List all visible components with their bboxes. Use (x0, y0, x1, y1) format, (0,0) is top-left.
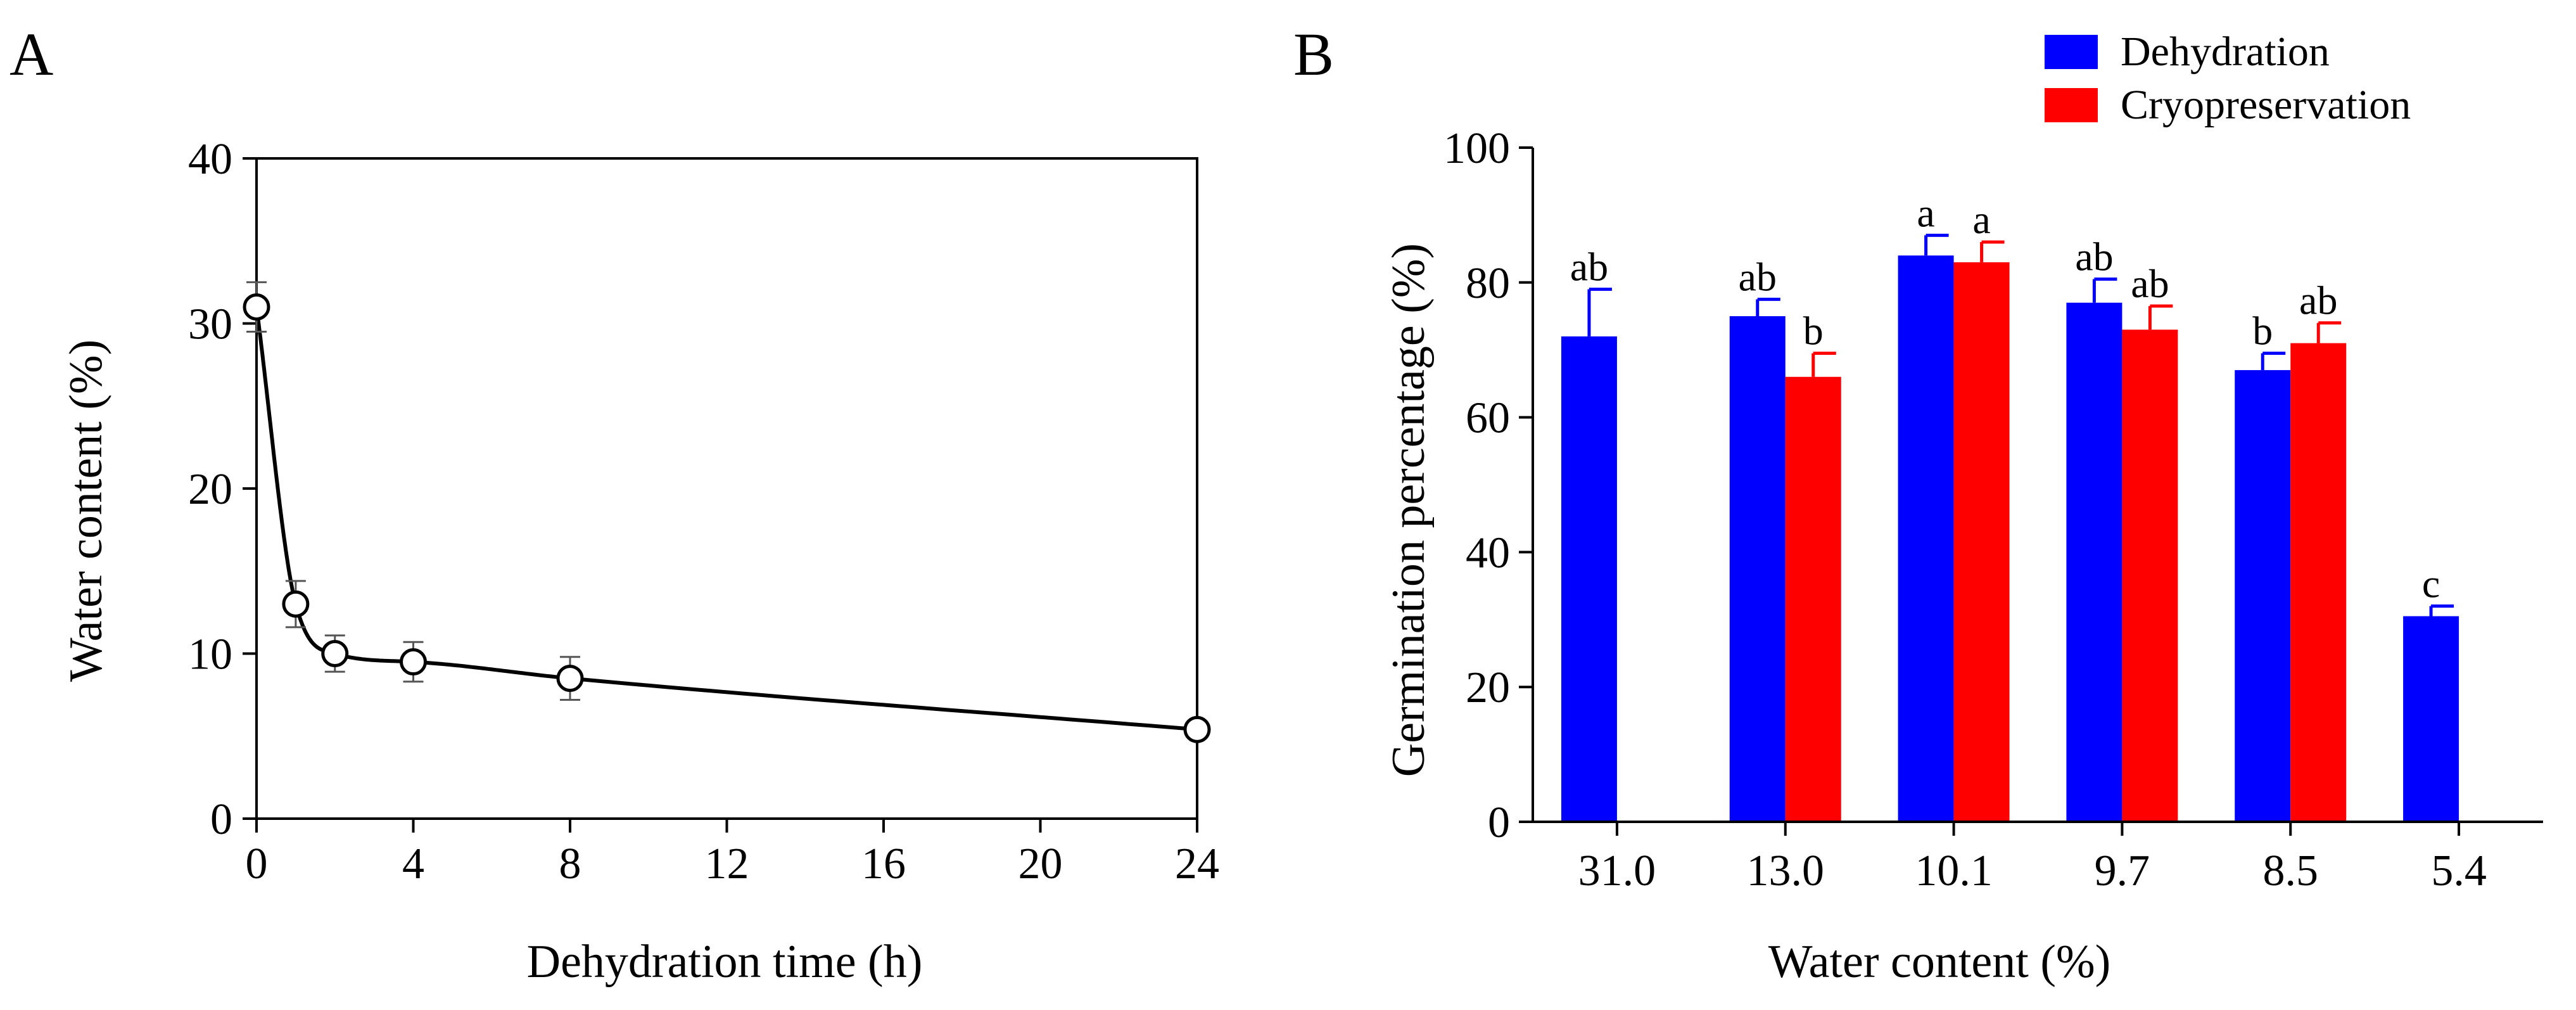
chart-b-bar-cryopreservation (2122, 329, 2178, 822)
chart-a-y-tick-label: 10 (188, 630, 232, 679)
chart-b-y-tick-label: 100 (1443, 124, 1510, 173)
chart-b-x-tick-label: 13.0 (1747, 847, 1825, 895)
chart-a-x-axis-title: Dehydration time (h) (527, 936, 923, 988)
chart-a-y-tick-label: 0 (210, 795, 232, 844)
chart-a-data-point (243, 293, 270, 321)
chart-b-significance-label: a (1917, 190, 1934, 235)
chart-b-bar-cryopreservation (1953, 262, 2010, 822)
legend-swatch-dehydration (2045, 35, 2098, 69)
chart-b-x-axis-title: Water content (%) (1768, 936, 2111, 988)
chart-a-data-point (556, 665, 584, 693)
chart-a-data-point (321, 640, 349, 667)
chart-b-bar-dehydration (2235, 370, 2291, 822)
chart-b-bar-cryopreservation (2290, 343, 2347, 822)
chart-b-y-tick-label: 40 (1466, 528, 1510, 577)
chart-b-y-tick-label: 0 (1488, 798, 1510, 847)
chart-b-bar-dehydration (1898, 255, 1954, 822)
chart-b-bar-dehydration (2066, 302, 2122, 822)
chart-b-bar-dehydration (2403, 616, 2459, 822)
chart-b-bar-dehydration (1561, 336, 1617, 822)
chart-b-significance-label: ab (1739, 254, 1777, 299)
chart-b-significance-label: b (2252, 309, 2273, 354)
legend-label-cryopreservation: Cryopreservation (2121, 82, 2411, 128)
chart-b-significance-label: c (2422, 561, 2440, 606)
chart-b-y-tick-label: 60 (1466, 394, 1510, 443)
chart-a-data-point (1183, 715, 1211, 743)
chart-b-bar-dehydration (1729, 316, 1786, 822)
chart-a-y-tick-label: 30 (188, 300, 232, 349)
chart-b-x-tick-label: 9.7 (2095, 847, 2150, 895)
chart-b-y-tick-label: 20 (1466, 663, 1510, 712)
legend-label-dehydration: Dehydration (2121, 29, 2330, 75)
panel-b-letter: B (1293, 20, 1334, 88)
chart-b-x-tick-label: 8.5 (2263, 847, 2319, 895)
chart-b-significance-label: ab (2299, 278, 2337, 323)
chart-b-germination: Water content (%) Germination percentage… (1383, 29, 2543, 988)
chart-b-y-axis-title: Germination percentage (%) (1383, 243, 1435, 777)
chart-b-bar-cryopreservation (1785, 376, 1841, 822)
chart-a-y-axis-title: Water content (%) (60, 340, 112, 682)
panel-a-letter: A (10, 20, 53, 88)
chart-b-y-tick-label: 80 (1466, 259, 1510, 308)
chart-b-significance-label: a (1972, 197, 1990, 242)
chart-a-x-tick-label: 20 (1018, 840, 1063, 888)
chart-a-data-point (400, 648, 427, 676)
chart-a-x-tick-label: 0 (246, 840, 268, 888)
chart-b-significance-label: ab (2131, 261, 2169, 306)
legend-swatch-cryopreservation (2045, 88, 2098, 122)
chart-b-x-tick-label: 31.0 (1578, 847, 1656, 895)
chart-a-x-tick-label: 8 (559, 840, 581, 888)
chart-a-x-tick-label: 24 (1175, 840, 1219, 888)
chart-b-significance-label: ab (1570, 244, 1608, 289)
chart-b-x-tick-label: 10.1 (1915, 847, 1993, 895)
chart-a-series-line (255, 307, 1198, 732)
chart-a-x-tick-label: 4 (402, 840, 424, 888)
chart-a-y-tick-label: 40 (188, 135, 232, 184)
chart-a-x-tick-label: 12 (705, 840, 749, 888)
chart-a-x-tick-label: 16 (861, 840, 906, 888)
chart-b-significance-label: ab (2075, 234, 2113, 279)
chart-a-water-content: Dehydration time (h) Water content (%) 0… (60, 135, 1219, 988)
chart-b-significance-label: b (1803, 309, 1824, 354)
chart-a-data-point (282, 590, 310, 618)
chart-b-x-tick-label: 5.4 (2431, 847, 2487, 895)
chart-a-y-tick-label: 20 (188, 465, 232, 514)
